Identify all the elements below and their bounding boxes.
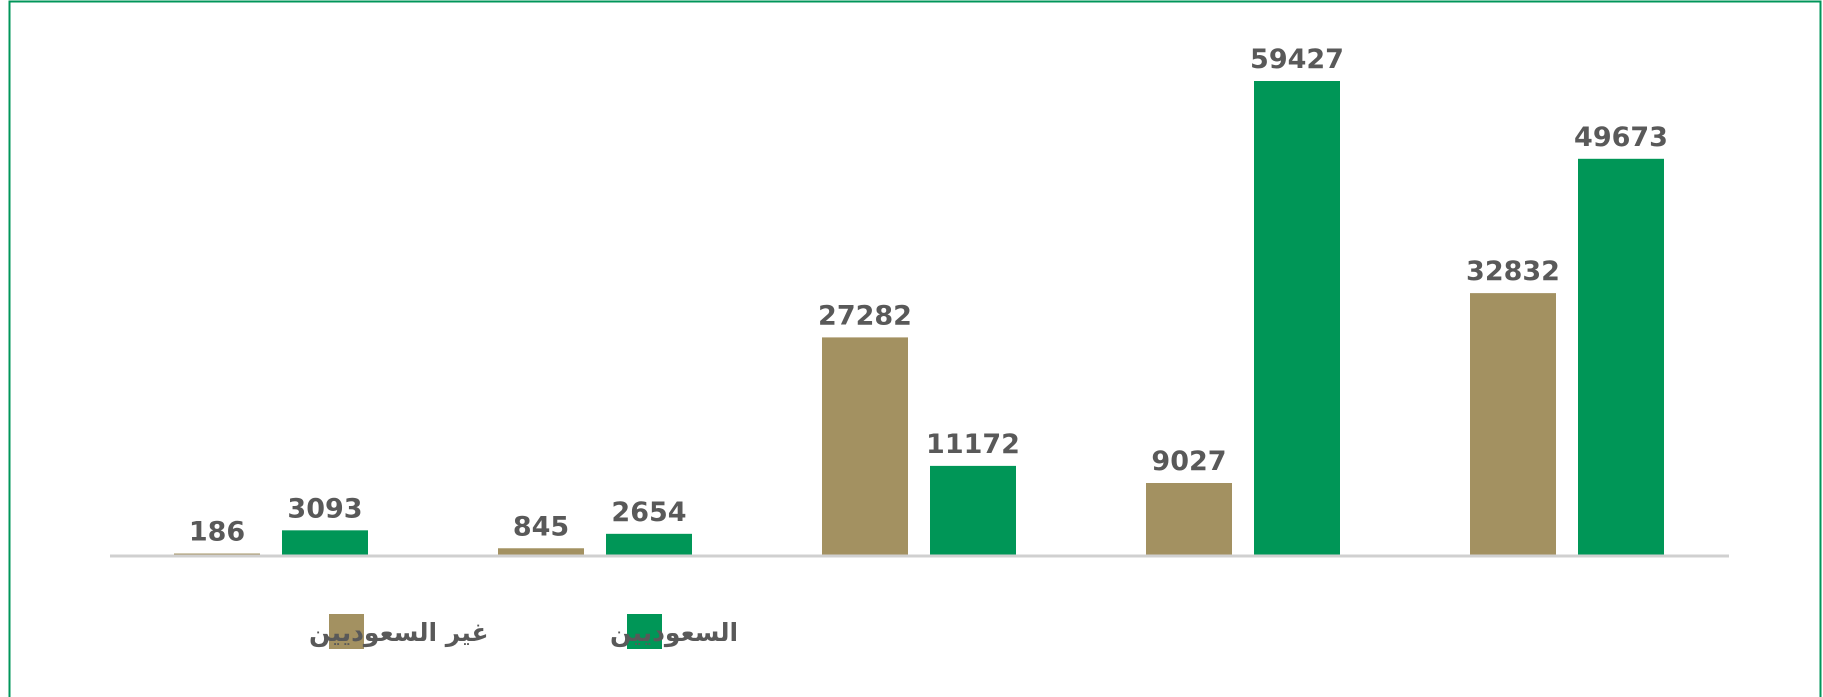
data-label: 11172 xyxy=(926,429,1020,460)
bar xyxy=(1578,158,1664,555)
bar xyxy=(1146,482,1232,555)
bar xyxy=(606,533,692,555)
frame xyxy=(8,0,1822,697)
data-label: 32832 xyxy=(1466,256,1560,287)
data-label: 49673 xyxy=(1574,122,1668,153)
data-label: 2654 xyxy=(611,497,686,528)
data-label: 27282 xyxy=(818,300,912,331)
legend-swatch xyxy=(627,614,662,649)
bar xyxy=(930,465,1016,555)
bar xyxy=(1470,293,1556,555)
bar xyxy=(1254,81,1340,555)
legend-swatch xyxy=(329,614,364,649)
bar xyxy=(282,530,368,555)
data-label: 186 xyxy=(189,517,245,548)
data-label: 59427 xyxy=(1250,44,1344,75)
legend-label: السعوديين xyxy=(610,618,738,648)
data-label: 845 xyxy=(513,511,569,542)
data-label: 3093 xyxy=(287,493,362,524)
bar xyxy=(498,548,584,555)
bar xyxy=(174,553,260,555)
legend-label: غير السعوديين xyxy=(309,618,489,648)
data-label: 9027 xyxy=(1151,446,1226,477)
bar xyxy=(822,337,908,555)
